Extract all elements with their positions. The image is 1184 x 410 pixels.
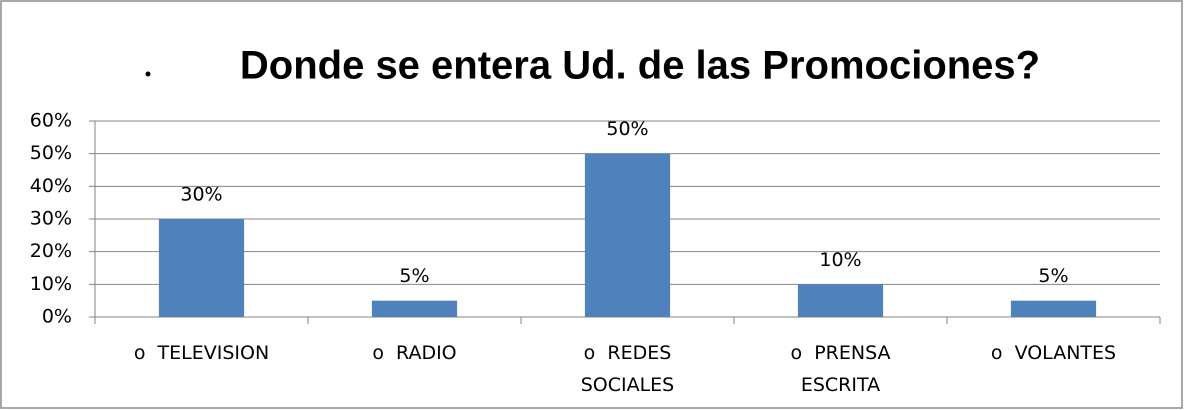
value-label: 50% <box>606 118 648 140</box>
x-tick-label: o RADIO <box>372 342 457 364</box>
bar <box>584 153 671 317</box>
x-tick-label: o TELEVISION <box>133 342 270 364</box>
value-label: 5% <box>399 265 429 287</box>
bar <box>1010 300 1097 317</box>
y-tick-label: 50% <box>30 142 72 164</box>
bar <box>371 300 458 317</box>
x-tick-label: o REDES SOCIALES <box>580 342 678 396</box>
y-tick-label: 10% <box>30 273 72 295</box>
bar <box>158 219 245 317</box>
value-label: 30% <box>180 184 222 206</box>
title-bullet <box>145 71 151 77</box>
x-tick-label: o VOLANTES <box>990 342 1117 364</box>
x-tick-label: o PRENSA ESCRITA <box>790 342 897 396</box>
value-label: 10% <box>819 249 861 271</box>
y-tick-label: 0% <box>42 306 72 328</box>
y-tick-label: 40% <box>30 175 72 197</box>
y-tick-label: 30% <box>30 208 72 230</box>
y-tick-label: 20% <box>30 240 72 262</box>
bar <box>797 284 884 317</box>
y-tick-label: 60% <box>30 110 72 132</box>
chart-title: Donde se entera Ud. de las Promociones? <box>240 44 1040 88</box>
value-label: 5% <box>1038 265 1068 287</box>
